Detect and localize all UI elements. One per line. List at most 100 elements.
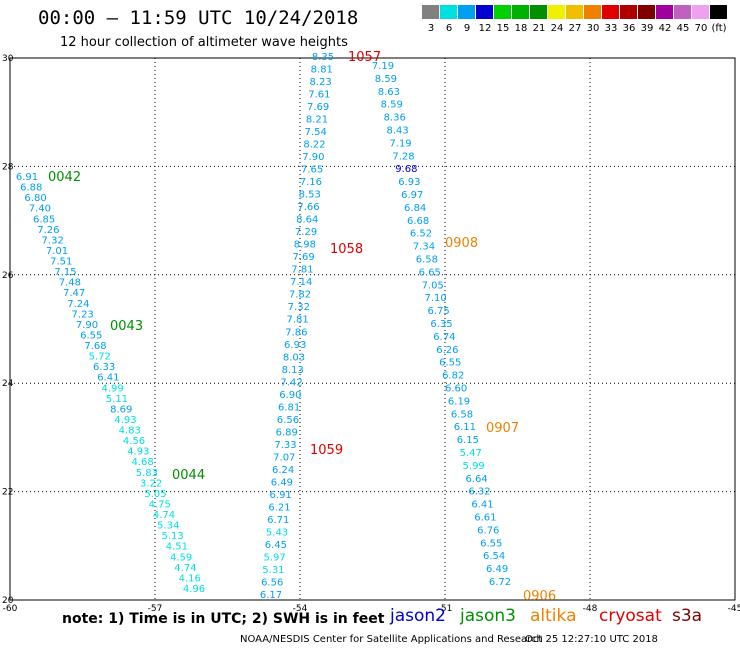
wave-height-value: 6.71 (267, 515, 289, 526)
lon-tick-label: -45 (728, 604, 740, 614)
wave-height-value: 7.48 (59, 278, 81, 289)
wave-height-value: 6.60 (445, 384, 467, 395)
wave-height-value: 6.55 (80, 330, 102, 341)
color-scale-label: 21 (532, 23, 546, 34)
wave-height-value: 4.56 (123, 436, 145, 447)
wave-height-value: 7.68 (84, 341, 106, 352)
wave-height-value: 7.19 (389, 138, 411, 149)
pass-time-label: 1058 (330, 242, 363, 257)
wave-height-value: 4.96 (183, 584, 205, 595)
wave-height-value: 6.91 (270, 490, 292, 501)
wave-height-value: 7.69 (293, 252, 315, 263)
color-scale-label: 24 (550, 23, 564, 34)
wave-height-value: 7.61 (308, 90, 330, 101)
lat-tick-label: 26 (2, 271, 14, 281)
color-scale-legend (422, 5, 728, 19)
wave-height-value: 6.82 (442, 371, 464, 382)
color-swatch (422, 5, 440, 19)
mission-label-jason2: jason2 (390, 606, 446, 626)
wave-height-value: 5.31 (262, 565, 284, 576)
color-scale-label: 30 (586, 23, 600, 34)
wave-height-value: 7.34 (413, 242, 435, 253)
wave-height-value: 5.47 (460, 448, 482, 459)
wave-height-value: 4.74 (174, 563, 196, 574)
pass-time-label: 0042 (48, 170, 81, 185)
wave-height-value: 7.32 (288, 302, 310, 313)
wave-height-value: 6.49 (271, 477, 293, 488)
wave-height-value: 4.59 (170, 552, 192, 563)
wave-height-value: 6.72 (489, 577, 511, 588)
mission-label-s3a: s3a (672, 606, 703, 626)
color-scale-label: 27 (568, 23, 582, 34)
color-swatch (512, 5, 530, 19)
wave-height-value: 5.34 (157, 521, 179, 532)
wave-height-value: 7.65 (301, 165, 323, 176)
wave-height-value: 8.03 (283, 352, 305, 363)
color-swatch (692, 5, 710, 19)
wave-height-value: 6.88 (20, 183, 42, 194)
color-scale-label: 42 (658, 23, 672, 34)
wave-height-value: 8.13 (282, 365, 304, 376)
wave-height-value: 8.63 (378, 87, 400, 98)
wave-height-value: 5.43 (266, 527, 288, 538)
wave-height-value: 8.59 (381, 100, 403, 111)
wave-height-value: 5.99 (463, 461, 485, 472)
pass-time-label: 0907 (486, 421, 519, 436)
pass-time-label: 0043 (110, 319, 143, 334)
color-swatch (548, 5, 566, 19)
wave-height-value: 7.51 (50, 257, 72, 268)
altimeter-tracks: 6.916.886.807.406.857.267.327.017.517.15… (16, 52, 511, 601)
wave-height-value: 6.61 (474, 513, 496, 524)
lon-tick-label: -54 (293, 604, 308, 614)
wave-height-value: 6.11 (454, 422, 476, 433)
lon-tick-label: -57 (148, 604, 163, 614)
map-axis-labels: -60 -57 -54 -51 -48 -45 30 28 26 24 22 20 (2, 54, 740, 614)
wave-height-value: 7.26 (37, 225, 59, 236)
wave-height-value: 6.24 (272, 465, 294, 476)
wave-height-value: 7.90 (302, 152, 324, 163)
wave-height-value: 6.93 (284, 340, 306, 351)
pass-time-label: 0906 (523, 589, 556, 604)
color-swatch (674, 5, 692, 19)
wave-height-value: 6.52 (410, 229, 432, 240)
color-swatch (584, 5, 602, 19)
pass-time-labels: 0042 0043 0044 1057 1058 1059 0908 0907 0906 (48, 50, 556, 604)
wave-height-value: 5.83 (136, 468, 158, 479)
wave-height-value: 4.74 (153, 510, 175, 521)
color-swatch (476, 5, 494, 19)
generated-timestamp: Oct 25 12:27:10 UTC 2018 (525, 634, 658, 645)
wave-height-value: 4.75 (149, 499, 171, 510)
wave-height-value: 6.93 (398, 177, 420, 188)
wave-height-value: 7.66 (297, 202, 319, 213)
color-scale-label: 33 (604, 23, 618, 34)
wave-height-value: 6.54 (483, 551, 505, 562)
wave-height-value: 6.35 (430, 319, 452, 330)
wave-height-value: 6.85 (33, 214, 55, 225)
wave-height-value: 6.68 (407, 216, 429, 227)
color-scale-label: 9 (463, 23, 471, 34)
map-frame (9, 57, 736, 601)
wave-height-value: 6.91 (16, 172, 38, 183)
wave-height-value: 4.83 (119, 426, 141, 437)
wave-height-value: 8.81 (311, 65, 333, 76)
wave-height-value: 7.47 (63, 288, 85, 299)
wave-height-value: 6.84 (404, 203, 426, 214)
wave-height-value: 8.35 (312, 52, 334, 63)
wave-height-value: 6.26 (436, 345, 458, 356)
color-swatch (566, 5, 584, 19)
wave-height-value: 6.56 (277, 415, 299, 426)
wave-height-value: 6.32 (468, 487, 490, 498)
wave-height-value: 5.72 (89, 352, 111, 363)
wave-height-value: 6.97 (401, 190, 423, 201)
wave-height-value: 6.33 (93, 362, 115, 373)
wave-height-value: 6.89 (276, 427, 298, 438)
wave-height-value: 6.76 (477, 525, 499, 536)
footer-note: note: 1) Time is in UTC; 2) SWH is in fe… (62, 611, 385, 627)
wave-height-value: 6.21 (268, 502, 290, 513)
wave-height-value: 6.45 (265, 540, 287, 551)
wave-height-value: 7.10 (425, 293, 447, 304)
wave-height-value: 7.86 (285, 327, 307, 338)
lat-tick-label: 28 (2, 162, 14, 172)
wave-height-value: 7.05 (422, 280, 444, 291)
wave-height-value: 7.33 (274, 440, 296, 451)
